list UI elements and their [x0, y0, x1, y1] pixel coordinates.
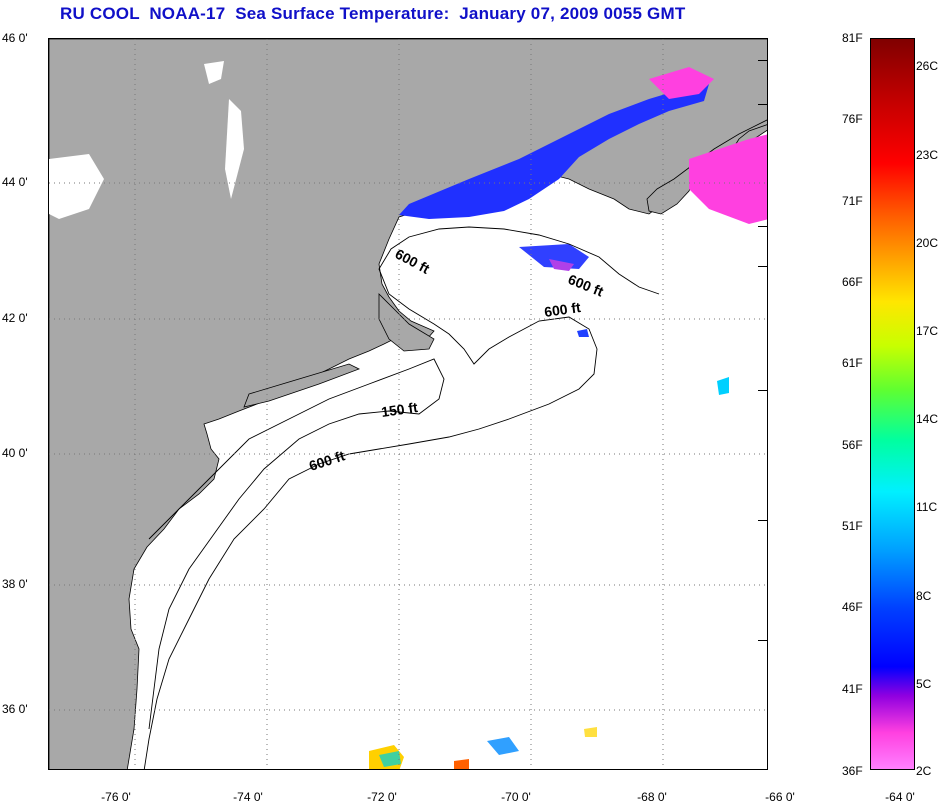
sst-patch-east	[717, 377, 729, 395]
colorbar-f-61: 61F	[842, 356, 863, 370]
contour-label-600ft-3: 600 ft	[543, 299, 582, 320]
colorbar-f-46: 46F	[842, 600, 863, 614]
lon-label-66: -66 0'	[765, 790, 795, 804]
sst-patch-mid-cold	[549, 259, 574, 271]
lat-label-42: 42 0'	[2, 311, 28, 325]
colorbar-c-26: 26C	[916, 59, 939, 73]
colorbar-c-17: 17C	[916, 324, 939, 338]
colorbar-c-23: 23C	[916, 148, 939, 162]
lat-label-38: 38 0'	[2, 577, 28, 591]
lake-1	[204, 61, 224, 84]
sst-patch-cold-ns	[649, 67, 714, 99]
lon-label-68: -68 0'	[637, 790, 667, 804]
contour-label-600ft-1: 600 ft	[393, 246, 433, 277]
lake-3	[49, 154, 104, 219]
lat-label-44: 44 0'	[2, 175, 28, 189]
contour-600ft	[143, 226, 660, 769]
lon-label-70: -70 0'	[501, 790, 531, 804]
temperature-colorbar	[870, 38, 915, 770]
sst-patch-south-2	[379, 751, 401, 767]
sst-patch-cold-shelf	[689, 134, 767, 224]
contour-label-600ft-4: 600 ft	[307, 447, 347, 474]
lon-label-64: -64 0'	[885, 790, 915, 804]
colorbar-f-36: 36F	[842, 764, 863, 778]
graticule	[49, 39, 767, 769]
colorbar-c-11: 11C	[916, 500, 938, 514]
colorbar-c-14: 14C	[916, 412, 939, 426]
colorbar-f-56: 56F	[842, 438, 863, 452]
lon-label-76: -76 0'	[101, 790, 131, 804]
map-title: RU COOL NOAA-17 Sea Surface Temperature:…	[60, 4, 686, 23]
colorbar-f-81: 81F	[842, 31, 863, 45]
colorbar-f-66: 66F	[842, 275, 863, 289]
contour-label-600ft-2: 600 ft	[566, 271, 606, 300]
lake-2	[225, 99, 244, 199]
sst-patch-south-3	[454, 759, 469, 769]
land-long-island	[243, 363, 360, 408]
lat-label-36: 36 0'	[2, 702, 28, 716]
sst-map[interactable]: 600 ft 600 ft 600 ft 150 ft 600 ft	[48, 38, 768, 770]
sst-patch-mid	[519, 244, 589, 269]
lon-label-72: -72 0'	[367, 790, 397, 804]
sst-patch-speck	[577, 329, 589, 337]
colorbar-c-2: 2C	[916, 764, 932, 778]
map-canvas: 600 ft 600 ft 600 ft 150 ft 600 ft	[49, 39, 767, 769]
colorbar-f-71: 71F	[842, 194, 863, 208]
colorbar-c-20: 20C	[916, 236, 939, 250]
colorbar-c-8: 8C	[916, 589, 932, 603]
sst-patch-south-4	[487, 737, 519, 755]
contour-150ft	[148, 358, 445, 730]
colorbar-c-5: 5C	[916, 677, 932, 691]
colorbar-f-76: 76F	[842, 112, 863, 126]
colorbar-f-51: 51F	[842, 519, 863, 533]
colorbar-f-41: 41F	[842, 682, 863, 696]
lat-label-46: 46 0'	[2, 31, 28, 45]
sst-patch-gulf-of-maine	[399, 84, 709, 219]
lat-label-40: 40 0'	[2, 446, 28, 460]
lon-label-74: -74 0'	[233, 790, 263, 804]
contour-label-150ft: 150 ft	[380, 399, 419, 420]
sst-patch-south-5	[584, 727, 597, 737]
